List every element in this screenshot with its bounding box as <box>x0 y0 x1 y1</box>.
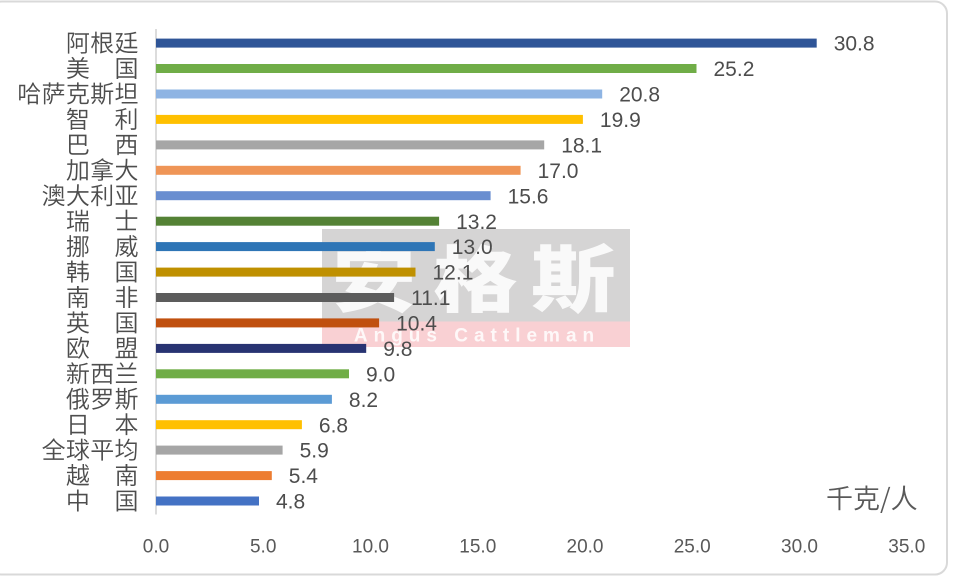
svg-text:20.0: 20.0 <box>567 537 604 558</box>
svg-text:25.2: 25.2 <box>714 58 755 81</box>
svg-text:5.0: 5.0 <box>250 537 276 558</box>
svg-text:12.1: 12.1 <box>433 262 474 285</box>
svg-text:35.0: 35.0 <box>888 537 925 558</box>
svg-text:6.8: 6.8 <box>319 414 348 437</box>
svg-text:25.0: 25.0 <box>674 537 711 558</box>
svg-text:4.8: 4.8 <box>276 491 305 514</box>
svg-text:10.4: 10.4 <box>396 313 437 336</box>
svg-text:0.0: 0.0 <box>143 537 169 558</box>
svg-text:9.0: 9.0 <box>366 363 395 386</box>
svg-text:9.8: 9.8 <box>383 338 412 361</box>
svg-text:11.1: 11.1 <box>411 287 450 310</box>
svg-text:20.8: 20.8 <box>619 84 660 107</box>
svg-text:10.0: 10.0 <box>352 537 389 558</box>
svg-text:18.1: 18.1 <box>561 135 602 158</box>
svg-text:17.0: 17.0 <box>538 160 579 183</box>
svg-text:19.9: 19.9 <box>600 109 641 132</box>
svg-text:15.0: 15.0 <box>459 537 496 558</box>
svg-text:13.0: 13.0 <box>452 236 493 259</box>
svg-text:30.0: 30.0 <box>781 537 818 558</box>
svg-text:15.6: 15.6 <box>508 185 549 208</box>
svg-text:30.8: 30.8 <box>834 33 875 56</box>
svg-text:5.4: 5.4 <box>289 465 319 488</box>
svg-text:13.2: 13.2 <box>456 211 497 234</box>
svg-text:8.2: 8.2 <box>349 389 378 412</box>
svg-text:Angus Cattleman: Angus Cattleman <box>354 326 600 347</box>
svg-text:5.9: 5.9 <box>300 440 329 463</box>
